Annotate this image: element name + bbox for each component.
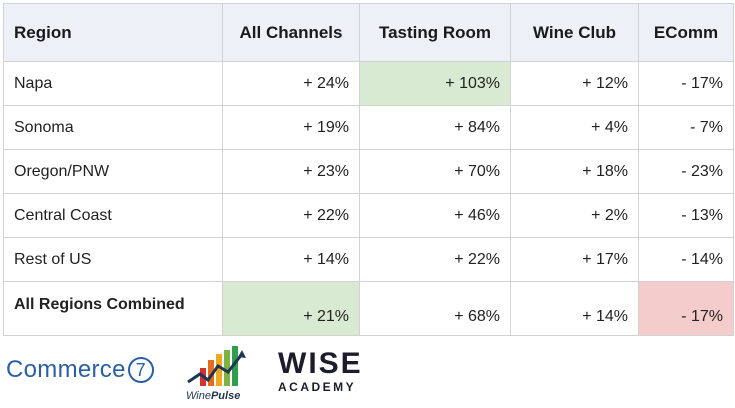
total-all-channels-cell: + 21%: [222, 281, 360, 336]
table-row: Napa + 24% + 103% + 12% - 17%: [3, 61, 734, 106]
region-cell: Central Coast: [3, 193, 223, 238]
tasting-room-cell: + 70%: [359, 149, 511, 194]
tasting-room-cell: + 103%: [359, 61, 511, 106]
ecomm-cell: - 13%: [638, 193, 734, 238]
tasting-room-cell: + 46%: [359, 193, 511, 238]
header-ecomm: EComm: [638, 3, 734, 62]
region-cell: Oregon/PNW: [3, 149, 223, 194]
ecomm-cell: - 23%: [638, 149, 734, 194]
winepulse-logo: WinePulse: [186, 346, 248, 406]
wine-club-cell: + 17%: [510, 237, 639, 282]
wine-club-cell: + 12%: [510, 61, 639, 106]
region-cell: Sonoma: [3, 105, 223, 150]
ecomm-cell: - 17%: [638, 61, 734, 106]
commerce7-wordmark: Commerce: [6, 356, 126, 383]
header-region: Region: [3, 3, 223, 62]
all-channels-cell: + 23%: [222, 149, 360, 194]
commerce7-badge: 7: [127, 357, 154, 383]
header-all-channels: All Channels: [222, 3, 360, 62]
ecomm-cell: - 7%: [638, 105, 734, 150]
logo-strip: Commerce 7 WinePulse WISE ACADEMY: [0, 342, 735, 408]
commerce7-logo: Commerce 7: [6, 356, 154, 384]
total-region-cell: All Regions Combined: [3, 281, 223, 336]
wise-academy-logo: WISE ACADEMY: [278, 347, 363, 395]
academy-wordmark: ACADEMY: [278, 380, 357, 394]
total-tasting-room-cell: + 68%: [359, 281, 511, 336]
header-row: Region All Channels Tasting Room Wine Cl…: [3, 3, 734, 62]
all-channels-cell: + 22%: [222, 193, 360, 238]
wine-club-cell: + 2%: [510, 193, 639, 238]
ecomm-cell: - 14%: [638, 237, 734, 282]
all-channels-cell: + 19%: [222, 105, 360, 150]
all-channels-cell: + 24%: [222, 61, 360, 106]
tasting-room-cell: + 84%: [359, 105, 511, 150]
total-row: All Regions Combined + 21% + 68% + 14% -…: [3, 281, 734, 336]
table-row: Oregon/PNW + 23% + 70% + 18% - 23%: [3, 149, 734, 194]
winepulse-wordmark: WinePulse: [186, 390, 241, 402]
winepulse-chart-icon: [187, 346, 246, 386]
region-cell: Rest of US: [3, 237, 223, 282]
tasting-room-cell: + 22%: [359, 237, 511, 282]
total-ecomm-cell: - 17%: [638, 281, 734, 336]
header-wine-club: Wine Club: [510, 3, 639, 62]
table-row: Sonoma + 19% + 84% + 4% - 7%: [3, 105, 734, 150]
wine-club-cell: + 18%: [510, 149, 639, 194]
table-row: Central Coast + 22% + 46% + 2% - 13%: [3, 193, 734, 238]
wise-wordmark: WISE: [278, 347, 363, 380]
all-channels-cell: + 14%: [222, 237, 360, 282]
total-wine-club-cell: + 14%: [510, 281, 639, 336]
table-row: Rest of US + 14% + 22% + 17% - 14%: [3, 237, 734, 282]
wine-club-cell: + 4%: [510, 105, 639, 150]
growth-table: Region All Channels Tasting Room Wine Cl…: [3, 3, 734, 336]
region-cell: Napa: [3, 61, 223, 106]
header-tasting-room: Tasting Room: [359, 3, 511, 62]
